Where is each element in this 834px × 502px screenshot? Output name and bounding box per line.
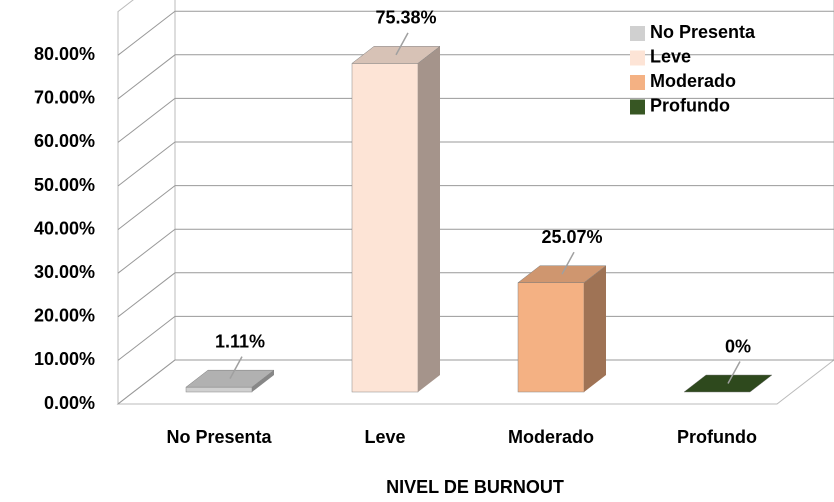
- grid-line: [117, 228, 834, 274]
- bar-side: [584, 265, 606, 392]
- legend-label: Moderado: [650, 71, 736, 91]
- label-leader: [229, 356, 243, 380]
- value-label: 25.07%: [541, 227, 602, 247]
- bar-side-shade: [252, 370, 274, 392]
- x-tick-label: No Presenta: [166, 427, 272, 447]
- label-leader: [727, 361, 741, 384]
- y-tick-label: 10.00%: [34, 349, 95, 369]
- grid-line: [117, 272, 834, 318]
- bar: [185, 386, 253, 393]
- legend-label: Profundo: [650, 95, 730, 115]
- legend-label: Leve: [650, 46, 691, 66]
- y-tick-label: 20.00%: [34, 306, 95, 326]
- x-tick-label: Leve: [364, 427, 405, 447]
- y-tick-label: 80.00%: [34, 44, 95, 64]
- grid-line: [117, 141, 834, 187]
- legend-swatch: [630, 75, 645, 90]
- grid-line: [117, 54, 834, 100]
- value-label: 0%: [725, 336, 751, 356]
- legend-swatch: [630, 26, 645, 41]
- bar: [517, 282, 585, 393]
- bar: [351, 63, 419, 393]
- value-label: 75.38%: [375, 8, 436, 28]
- grid-line: [117, 185, 834, 230]
- x-axis-label: NIVEL DE BURNOUT: [386, 477, 564, 497]
- label-leader: [395, 32, 409, 56]
- x-tick-label: Profundo: [677, 427, 757, 447]
- x-tick-label: Moderado: [508, 427, 594, 447]
- bar-side: [252, 370, 274, 392]
- y-tick-label: 70.00%: [34, 88, 95, 108]
- grid-line: [117, 97, 834, 143]
- label-leader: [561, 251, 575, 275]
- grid-line: [117, 10, 834, 56]
- y-tick-label: 0.00%: [44, 393, 95, 413]
- side-wall: [117, 0, 176, 406]
- y-tick-label: 40.00%: [34, 218, 95, 238]
- legend-label: No Presenta: [650, 22, 756, 42]
- y-tick-label: 60.00%: [34, 131, 95, 151]
- legend-swatch: [630, 50, 645, 66]
- y-tick-label: 30.00%: [34, 262, 95, 282]
- bar-side: [418, 46, 440, 392]
- legend-swatch: [630, 99, 645, 115]
- bar-side-shade: [418, 46, 440, 392]
- value-label: 1.11%: [215, 331, 265, 351]
- grid-line: [117, 315, 834, 361]
- bar-side-shade: [584, 265, 606, 392]
- back-wall: [174, 0, 834, 361]
- grid-line: [117, 359, 834, 405]
- y-tick-label: 50.00%: [34, 175, 95, 195]
